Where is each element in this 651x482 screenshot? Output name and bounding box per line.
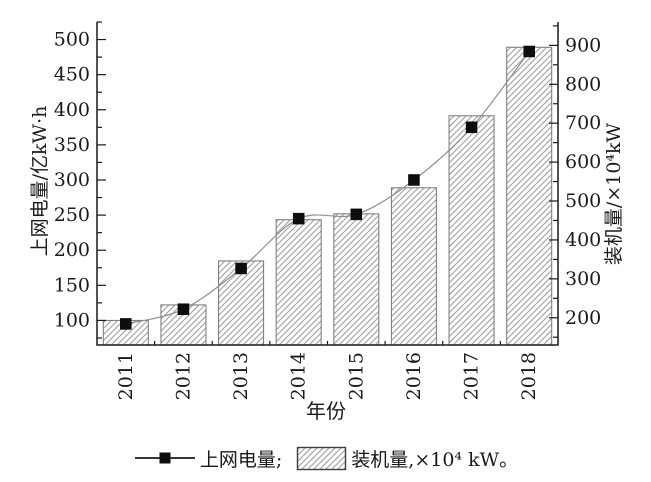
bar-2014: [275, 219, 322, 346]
right-tick-label: 500: [565, 190, 601, 212]
marker-2018: [523, 45, 535, 58]
x-axis-title: 年份: [306, 399, 346, 423]
bar-2015: [333, 213, 380, 346]
right-tick-label: 200: [565, 307, 601, 329]
left-tick-label: 100: [54, 309, 90, 331]
x-tick-label: 2018: [518, 352, 540, 400]
x-tick-label: 2014: [288, 352, 310, 400]
right-tick-label: 600: [565, 151, 601, 173]
legend-square-marker-icon: [159, 452, 171, 464]
bar-2018: [506, 46, 553, 346]
marker-2014: [292, 212, 305, 225]
line-markers: [120, 45, 535, 330]
x-tick-label: 2015: [345, 352, 367, 400]
right-tick-label: 800: [565, 73, 601, 95]
x-axis: 2011 2012 2013 2014 2015 2016 2017 2018: [115, 341, 540, 400]
line-marker-swatch: [134, 452, 195, 464]
right-axis: 200 300 400 500 600 700 800 900: [549, 25, 601, 338]
left-tick-label: 500: [54, 29, 90, 51]
left-tick-label: 400: [54, 99, 90, 121]
legend-hatch-icon: [297, 446, 347, 470]
left-tick-label: 350: [54, 134, 90, 156]
x-tick-label: 2012: [172, 352, 194, 400]
legend-label-bar-series: 装机量,×10⁴ kW。: [351, 448, 519, 471]
legend-label-line-series: 上网电量;: [199, 448, 283, 471]
right-tick-label: 300: [565, 268, 601, 290]
left-tick-label: 300: [54, 169, 90, 191]
marker-2017: [465, 121, 478, 134]
chart-plot-area: 100 150 200 250 300 350 400 450 500 200 300 400 500 6…: [29, 21, 625, 423]
right-tick-label: 900: [565, 34, 601, 56]
x-tick-label: 2016: [403, 352, 425, 400]
bar-2013: [218, 260, 265, 346]
left-axis-title: 上网电量/亿kW·h: [29, 106, 51, 257]
marker-2012: [177, 303, 190, 315]
bar-series: [102, 46, 553, 346]
right-tick-label: 700: [565, 112, 601, 134]
axis-spines: [96, 22, 559, 346]
chart-legend: 上网电量; 装机量,×10⁴ kW。: [0, 436, 651, 480]
left-tick-label: 150: [54, 274, 90, 296]
x-tick-label: 2013: [230, 352, 252, 400]
right-axis-title: 装机量/×10⁴kW: [603, 122, 625, 265]
left-tick-label: 450: [54, 64, 90, 86]
right-tick-label: 400: [565, 229, 601, 251]
left-tick-label: 200: [54, 239, 90, 261]
marker-2016: [408, 174, 420, 186]
left-tick-label: 250: [54, 204, 90, 226]
x-tick-label: 2017: [461, 352, 483, 400]
bar-2017: [448, 115, 495, 346]
x-tick-label: 2011: [115, 352, 137, 400]
left-axis: 100 150 200 250 300 350 400 450 500: [54, 21, 106, 339]
hatch-box-swatch: [297, 446, 347, 470]
marker-2015: [350, 208, 363, 221]
bar-2016: [390, 187, 437, 346]
marker-2013: [235, 262, 247, 275]
marker-2011: [120, 318, 132, 330]
